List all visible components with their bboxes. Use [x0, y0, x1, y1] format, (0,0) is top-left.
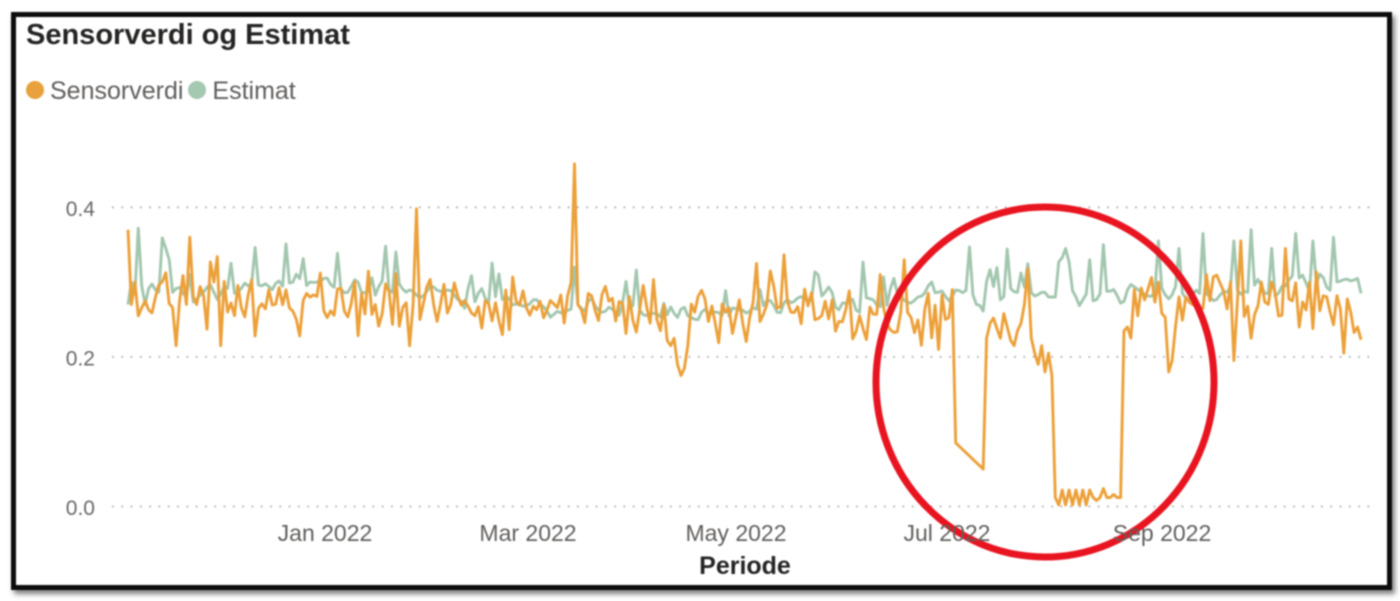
svg-text:Jul 2022: Jul 2022 — [904, 520, 991, 546]
svg-text:0.4: 0.4 — [66, 198, 96, 221]
svg-text:Mar 2022: Mar 2022 — [479, 520, 576, 546]
svg-text:0.0: 0.0 — [66, 497, 95, 520]
svg-text:Periode: Periode — [699, 552, 791, 580]
svg-text:Sep 2022: Sep 2022 — [1113, 520, 1211, 546]
svg-text:May 2022: May 2022 — [685, 520, 786, 546]
svg-text:Jan 2022: Jan 2022 — [278, 520, 373, 546]
svg-text:0.2: 0.2 — [66, 348, 95, 371]
